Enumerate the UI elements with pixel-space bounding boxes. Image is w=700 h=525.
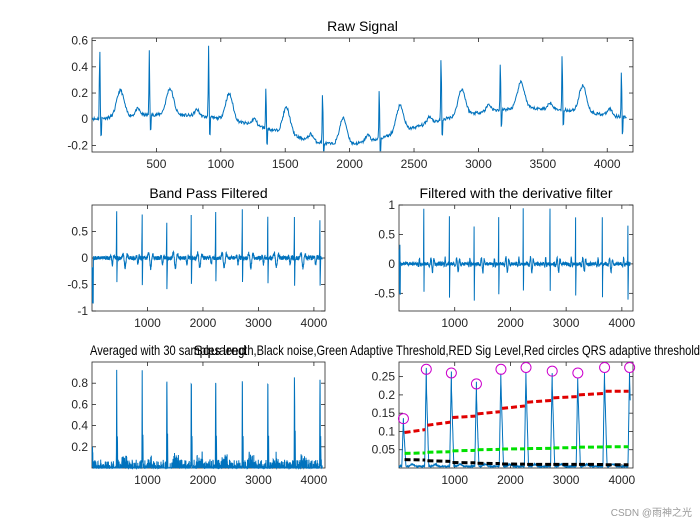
x-tick-label: 2000	[497, 473, 524, 487]
sig-level-segment	[527, 398, 552, 404]
sig-level-segment	[404, 428, 426, 435]
y-tick-label: 0	[81, 112, 88, 126]
qrs-peak-marker	[420, 363, 432, 375]
y-tick-label: 0.6	[71, 34, 88, 48]
y-tick-label: -0.5	[67, 278, 88, 292]
series-line	[91, 45, 627, 152]
x-tick-label: 1000	[134, 473, 161, 487]
axes-box	[398, 361, 634, 469]
qrs-peak-marker	[470, 378, 482, 390]
x-tick-label: 3000	[553, 316, 580, 330]
qrs-peak-marker	[624, 361, 636, 373]
series-line	[91, 369, 323, 470]
axes-box	[91, 37, 634, 153]
qrs-peak-marker	[520, 361, 532, 373]
sig-level-segment	[427, 420, 451, 427]
y-tick-label: 0.05	[372, 443, 396, 457]
x-tick-label: 3000	[553, 473, 580, 487]
x-tick-label: 2000	[190, 473, 217, 487]
y-tick-label: 0.8	[71, 376, 88, 390]
axes-box	[91, 361, 326, 469]
y-tick-label: -1	[77, 304, 88, 318]
y-tick-label: 0.15	[372, 406, 396, 420]
x-tick-label: 3000	[245, 473, 272, 487]
y-tick-label: 0.25	[372, 370, 396, 384]
y-tick-label: -0.2	[67, 138, 88, 152]
x-tick-label: 3000	[465, 157, 492, 171]
sig-level-segment	[553, 395, 577, 400]
x-tick-label: 3500	[529, 157, 556, 171]
x-tick-label: 1000	[207, 157, 234, 171]
y-tick-label: 1	[388, 198, 395, 212]
qrs-peak-marker	[599, 361, 611, 373]
plot-title: Squared	[194, 342, 247, 358]
plot-band-pass: 1000 2000 3000 4000 -1 -0.5 0 0.5 Band Pass Filt…	[67, 185, 327, 330]
plot-derivative: 1000 2000 3000 4000 -0.5 0 0.5 1 Filtered with t…	[374, 185, 635, 330]
y-tick-label: 0.5	[71, 225, 88, 239]
series-line	[398, 367, 631, 469]
x-tick-label: 4000	[301, 316, 328, 330]
x-tick-label: 1000	[134, 316, 161, 330]
y-tick-label: 0	[388, 257, 395, 271]
y-tick-label: 0.2	[71, 86, 88, 100]
x-tick-label: 2000	[190, 316, 217, 330]
x-tick-label: 1000	[441, 473, 468, 487]
watermark: CSDN @雨神之光	[610, 508, 692, 519]
qrs-peak-marker	[445, 367, 457, 379]
qrs-peak-marker	[495, 363, 507, 375]
noise-segment	[427, 459, 451, 463]
sig-level-segment	[578, 391, 604, 397]
y-tick-label: 0.4	[71, 60, 88, 74]
y-tick-label: 0.2	[71, 440, 88, 454]
x-tick-label: 2000	[336, 157, 363, 171]
qrs-peak-marker	[546, 365, 558, 377]
y-tick-label: 0.4	[71, 419, 88, 433]
x-tick-label: 1000	[441, 316, 468, 330]
series-line	[91, 209, 323, 304]
qrs-peak-marker	[572, 367, 584, 379]
plot-title: Band Pass Filtered	[149, 185, 267, 201]
plot-title: Averaged with 30 samples length,Black no…	[90, 342, 700, 358]
y-tick-label: -0.5	[374, 286, 395, 300]
x-tick-label: 2500	[401, 157, 428, 171]
plot-title: Filtered with the derivative filter	[420, 185, 613, 201]
sig-level-segment	[501, 404, 526, 410]
x-tick-label: 4000	[609, 316, 636, 330]
sig-level-segment	[477, 410, 500, 416]
x-tick-label: 3000	[245, 316, 272, 330]
sig-level-segment	[452, 414, 476, 420]
y-tick-label: 0.1	[378, 424, 395, 438]
y-tick-label: 0.2	[378, 388, 395, 402]
y-tick-label: 0.6	[71, 397, 88, 411]
x-tick-label: 4000	[594, 157, 621, 171]
plot-raw-signal: 500 1000 1500 2000 2500 3000 3500 4000 -0.2 0 0.2 0…	[67, 18, 634, 171]
plot-squared: 1000 2000 3000 4000 0.2 0.4 0.6 0.8 Squared	[71, 342, 327, 487]
x-tick-label: 4000	[609, 473, 636, 487]
x-tick-label: 500	[146, 157, 166, 171]
y-tick-label: 0	[81, 251, 88, 265]
x-tick-label: 1500	[272, 157, 299, 171]
plot-title: Raw Signal	[327, 18, 398, 34]
qrs-peak-marker	[397, 413, 409, 425]
x-tick-label: 2000	[497, 316, 524, 330]
y-tick-label: 0.5	[378, 227, 395, 241]
x-tick-label: 4000	[301, 473, 328, 487]
series-line	[398, 208, 631, 301]
axes-box	[398, 204, 634, 312]
threshold-segment	[427, 450, 451, 454]
plot-averaged: 1000 2000 3000 4000 0.05 0.1 0.15 0.2 0.25 Averag…	[90, 342, 700, 487]
